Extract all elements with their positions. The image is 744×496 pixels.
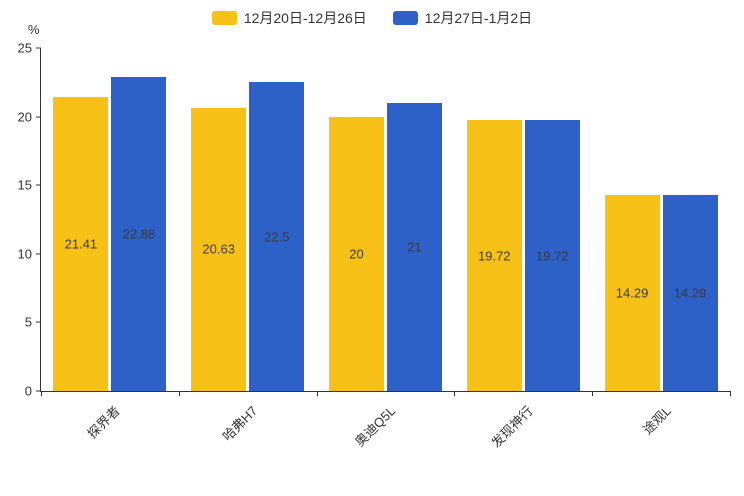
- bar-series-1-途观L: 14.29: [662, 194, 718, 391]
- bar-value-label: 21: [407, 239, 422, 255]
- bar-group-1: 20.63 22.5 哈弗H7: [179, 48, 317, 444]
- legend-label: 12月20日-12月26日: [243, 10, 367, 26]
- bar-value-label: 22.88: [122, 226, 156, 242]
- y-tick-mark: [36, 321, 41, 323]
- bar-groups: 21.41 22.88 探界者 20.63 22.5 哈弗H7 20 21 奥迪Q5L 19.72…: [41, 48, 730, 451]
- legend-item-1[interactable]: 12月27日-1月2日: [392, 8, 533, 28]
- plot-area: 21.41 22.88 探界者 20.63 22.5 哈弗H7 20 21 奥迪Q5L 19.72…: [18, 41, 731, 451]
- x-tick-mark: [454, 391, 456, 396]
- bar-value-label: 22.5: [264, 229, 290, 245]
- x-axis-category-label: 哈弗H7: [219, 403, 261, 444]
- bar-group-0: 21.41 22.88 探界者: [41, 48, 179, 441]
- x-axis-category-label: 途观L: [639, 403, 674, 438]
- y-tick-label: 10: [17, 246, 32, 262]
- bar-series-0-发现神行: 19.72: [466, 120, 522, 391]
- bar-value-label: 14.29: [673, 285, 707, 301]
- bar-value-label: 21.41: [64, 236, 98, 252]
- bar-value-label: 14.29: [615, 285, 649, 301]
- bar-series-0-途观L: 14.29: [604, 194, 660, 391]
- y-tick-label: 0: [24, 383, 32, 399]
- bar-series-1-探界者: 22.88: [111, 77, 167, 391]
- bar-series-0-探界者: 21.41: [53, 97, 109, 391]
- bar-series-1-哈弗H7: 22.5: [249, 82, 305, 391]
- legend-item-0[interactable]: 12月20日-12月26日: [211, 8, 367, 28]
- bar-group-2: 20 21 奥迪Q5L: [317, 48, 455, 449]
- y-tick-mark: [36, 184, 41, 186]
- x-axis-category-label: 发现神行: [488, 403, 537, 451]
- bar-series-1-奥迪Q5L: 21: [386, 102, 442, 391]
- x-tick-mark: [316, 391, 318, 396]
- y-tick-mark: [36, 390, 41, 392]
- legend-swatch-icon: [392, 11, 418, 25]
- x-tick-mark: [592, 391, 594, 396]
- bar-value-label: 19.72: [536, 248, 569, 264]
- x-tick-mark: [41, 391, 42, 396]
- y-tick-mark: [36, 253, 41, 255]
- bar-series-1-发现神行: 19.72: [524, 120, 580, 391]
- y-tick-label: 20: [17, 109, 32, 125]
- legend: 12月20日-12月26日 12月27日-1月2日: [0, 8, 744, 28]
- legend-swatch-icon: [211, 11, 237, 25]
- bar-series-0-哈弗H7: 20.63: [191, 107, 247, 391]
- y-tick-mark: [36, 116, 41, 118]
- legend-label: 12月27日-1月2日: [424, 10, 533, 26]
- y-tick-mark: [36, 47, 41, 49]
- y-axis-unit-label: %: [28, 22, 40, 37]
- x-axis-category-label: 探界者: [84, 403, 123, 442]
- y-tick-label: 5: [24, 314, 32, 330]
- x-axis-category-label: 奥迪Q5L: [351, 403, 399, 450]
- x-tick-mark: [730, 391, 731, 396]
- bar-value-label: 19.72: [478, 248, 511, 264]
- y-tick-label: 25: [17, 40, 32, 56]
- bar-value-label: 20: [349, 246, 364, 262]
- bar-series-0-奥迪Q5L: 20: [328, 116, 384, 391]
- bar-group-4: 14.29 14.29 途观L: [592, 48, 730, 437]
- x-tick-mark: [178, 391, 180, 396]
- bar-value-label: 20.63: [202, 241, 235, 257]
- bar-group-3: 19.72 19.72 发现神行: [454, 48, 592, 451]
- y-tick-label: 15: [17, 177, 32, 193]
